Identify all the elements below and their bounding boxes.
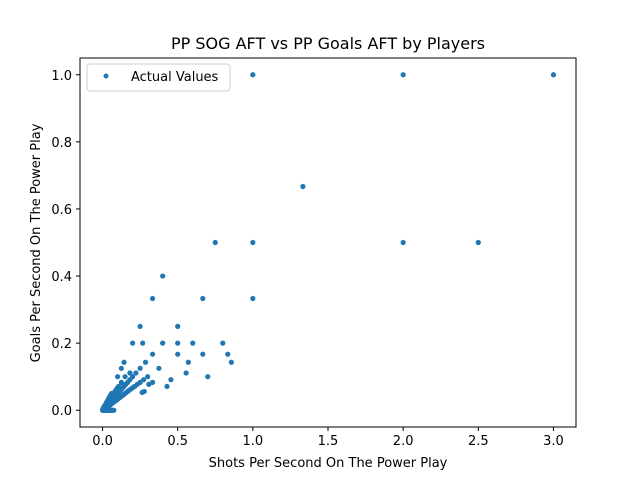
data-point	[190, 340, 196, 346]
data-point	[185, 359, 191, 365]
data-point	[133, 370, 139, 376]
legend-marker	[103, 73, 109, 79]
data-point	[122, 374, 128, 380]
data-point	[160, 340, 166, 346]
data-point	[228, 359, 234, 365]
x-tick-label: 2.0	[393, 434, 414, 449]
data-point	[225, 351, 231, 357]
data-point	[121, 359, 127, 365]
data-point	[168, 377, 174, 383]
x-tick-label: 0.0	[92, 434, 113, 449]
data-point	[250, 239, 256, 246]
data-point	[145, 374, 151, 380]
data-point	[183, 370, 189, 376]
y-tick-label: 0.2	[51, 337, 72, 352]
data-point	[175, 323, 181, 329]
y-tick-label: 0.4	[51, 270, 72, 285]
data-point	[127, 370, 133, 376]
data-point	[220, 340, 226, 346]
data-point	[118, 379, 124, 385]
data-point	[175, 351, 181, 357]
data-point	[200, 295, 206, 302]
data-point	[475, 239, 481, 246]
data-points	[99, 72, 557, 413]
data-point	[250, 295, 256, 302]
data-point	[137, 365, 143, 371]
data-point	[137, 323, 143, 329]
y-axis-label: Goals Per Second On The Power Play	[29, 123, 44, 362]
data-point	[114, 374, 121, 380]
y-axis-ticks: 0.0 0.2 0.4 0.6 0.8 1.0	[51, 69, 80, 419]
x-tick-label: 2.5	[468, 434, 489, 449]
y-tick-label: 1.0	[51, 69, 72, 84]
data-point	[300, 183, 306, 190]
data-point	[160, 273, 166, 279]
data-point	[200, 351, 206, 357]
data-point	[400, 239, 406, 246]
data-point	[130, 340, 136, 346]
x-tick-label: 0.5	[167, 434, 188, 449]
legend-box	[86, 63, 231, 92]
data-point	[150, 351, 156, 357]
data-point	[146, 381, 152, 387]
data-point	[400, 72, 406, 78]
data-point	[140, 340, 146, 346]
data-point	[142, 359, 149, 365]
y-tick-label: 0.6	[51, 203, 72, 218]
data-point	[205, 374, 211, 380]
legend-label: Actual Values	[131, 70, 219, 85]
x-tick-label: 1.0	[243, 434, 264, 449]
x-axis-ticks: 0.0 0.5 1.0 1.5 2.0 2.5 3.0	[92, 427, 564, 449]
data-point	[212, 239, 218, 246]
data-point	[156, 365, 162, 371]
x-tick-label: 1.5	[318, 434, 339, 449]
data-point	[550, 72, 557, 78]
x-axis-label: Shots Per Second On The Power Play	[209, 456, 448, 471]
legend: Actual Values	[86, 63, 231, 92]
x-tick-label: 3.0	[543, 434, 564, 449]
data-point	[150, 295, 156, 302]
data-point	[111, 407, 117, 413]
y-tick-label: 0.0	[51, 404, 72, 419]
data-point	[164, 383, 170, 390]
data-point	[139, 389, 145, 396]
data-point	[118, 365, 124, 371]
chart-title: PP SOG AFT vs PP Goals AFT by Players	[171, 34, 485, 53]
data-point	[250, 72, 256, 78]
y-tick-label: 0.8	[51, 136, 72, 151]
data-point	[175, 340, 181, 346]
